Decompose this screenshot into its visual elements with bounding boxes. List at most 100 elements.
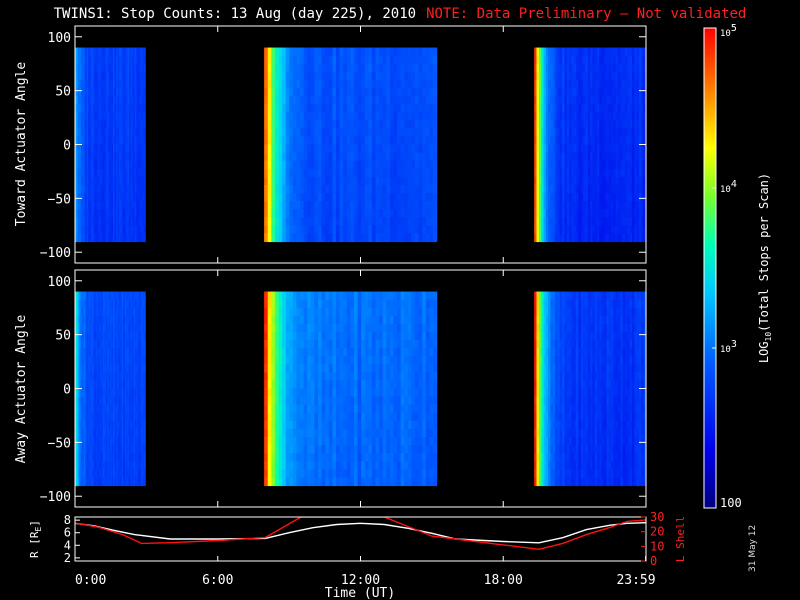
heatmap-cell	[120, 428, 123, 438]
heatmap-cell	[541, 128, 545, 138]
heatmap-cell	[585, 152, 589, 162]
heatmap-cell	[629, 160, 633, 170]
heatmap-cell	[393, 87, 398, 97]
heatmap-cell	[264, 307, 269, 317]
heatmap-cell	[597, 233, 601, 243]
heatmap-cell	[608, 63, 612, 73]
heatmap-cell	[548, 184, 552, 194]
heatmap-cell	[118, 128, 121, 138]
heatmap-cell	[379, 225, 384, 234]
heatmap-cell	[114, 128, 117, 138]
heatmap-cell	[613, 63, 617, 73]
heatmap-cell	[83, 225, 86, 234]
heatmap-cell	[99, 128, 102, 138]
heatmap-cell	[89, 469, 92, 478]
heatmap-cell	[555, 168, 559, 178]
heatmap-cell	[364, 144, 369, 154]
heatmap-cell	[127, 461, 130, 470]
heatmap-cell	[318, 47, 323, 57]
heatmap-cell	[592, 233, 596, 243]
heatmap-cell	[124, 112, 127, 121]
heatmap-cell	[143, 96, 146, 105]
heatmap-cell	[318, 192, 323, 202]
heatmap-cell	[85, 356, 88, 365]
heatmap-cell	[113, 47, 116, 57]
heatmap-cell	[601, 233, 605, 243]
heatmap-cell	[585, 233, 589, 243]
heatmap-cell	[606, 136, 610, 146]
heatmap-cell	[555, 71, 559, 81]
heatmap-cell	[629, 112, 633, 121]
heatmap-cell	[415, 120, 420, 129]
heatmap-cell	[120, 201, 123, 210]
heatmap-cell	[418, 201, 423, 210]
heatmap-cell	[85, 201, 88, 210]
heatmap-cell	[587, 184, 591, 194]
heatmap-cell	[107, 340, 110, 349]
heatmap-cell	[543, 104, 547, 113]
heatmap-cell	[404, 71, 409, 81]
heatmap-cell	[83, 388, 86, 398]
heatmap-cell	[411, 201, 416, 210]
heatmap-cell	[86, 87, 89, 97]
heatmap-cell	[282, 315, 287, 325]
heatmap-cell	[132, 388, 135, 398]
heatmap-cell	[325, 96, 330, 105]
heatmap-cell	[82, 168, 85, 178]
heatmap-cell	[124, 340, 127, 349]
heatmap-cell	[332, 225, 337, 234]
heatmap-cell	[110, 144, 113, 154]
heatmap-cell	[599, 87, 603, 97]
heatmap-cell	[123, 184, 126, 194]
heatmap-cell	[429, 176, 434, 186]
heatmap-cell	[274, 461, 280, 470]
heatmap-cell	[105, 445, 108, 454]
heatmap-cell	[107, 436, 110, 446]
heatmap-cell	[386, 87, 391, 97]
heatmap-cell	[310, 192, 316, 202]
heatmap-cell	[123, 396, 126, 406]
heatmap-cell	[91, 176, 94, 186]
heatmap-cell	[142, 388, 145, 398]
heatmap-cell	[76, 96, 79, 105]
heatmap-cell	[433, 184, 438, 194]
heatmap-cell	[108, 348, 111, 357]
heatmap-cell	[559, 104, 563, 113]
heatmap-cell	[88, 453, 91, 462]
heatmap-cell	[622, 217, 626, 226]
heatmap-cell	[411, 63, 416, 73]
heatmap-cell	[541, 55, 545, 65]
heatmap-cell	[285, 453, 290, 462]
heatmap-cell	[557, 55, 561, 65]
heatmap-cell	[569, 104, 573, 113]
heatmap-cell	[77, 225, 80, 234]
heatmap-cell	[98, 412, 101, 422]
heatmap-cell	[296, 388, 301, 398]
heatmap-cell	[115, 291, 118, 301]
heatmap-cell	[99, 315, 102, 325]
heatmap-cell	[111, 233, 114, 243]
heatmap-cell	[264, 380, 269, 390]
heatmap-cell	[425, 136, 431, 146]
heatmap-cell	[382, 209, 387, 218]
heatmap-cell	[576, 201, 580, 210]
heatmap-cell	[292, 323, 298, 333]
heatmap-cell	[123, 168, 126, 178]
heatmap-cell	[107, 144, 110, 154]
heatmap-cell	[137, 87, 140, 97]
heatmap-cell	[411, 136, 416, 146]
heatmap-cell	[314, 299, 319, 309]
heatmap-cell	[543, 160, 547, 170]
heatmap-cell	[282, 152, 287, 162]
heatmap-cell	[274, 55, 280, 65]
heatmap-cell	[400, 192, 405, 202]
heatmap-cell	[300, 307, 305, 317]
heatmap-cell	[569, 176, 573, 186]
heatmap-cell	[559, 225, 563, 234]
heatmap-cell	[126, 209, 129, 218]
heatmap-cell	[86, 420, 89, 430]
heatmap-cell	[89, 217, 92, 226]
heatmap-cell	[599, 55, 603, 65]
heatmap-cell	[91, 420, 94, 430]
heatmap-cell	[343, 201, 348, 210]
